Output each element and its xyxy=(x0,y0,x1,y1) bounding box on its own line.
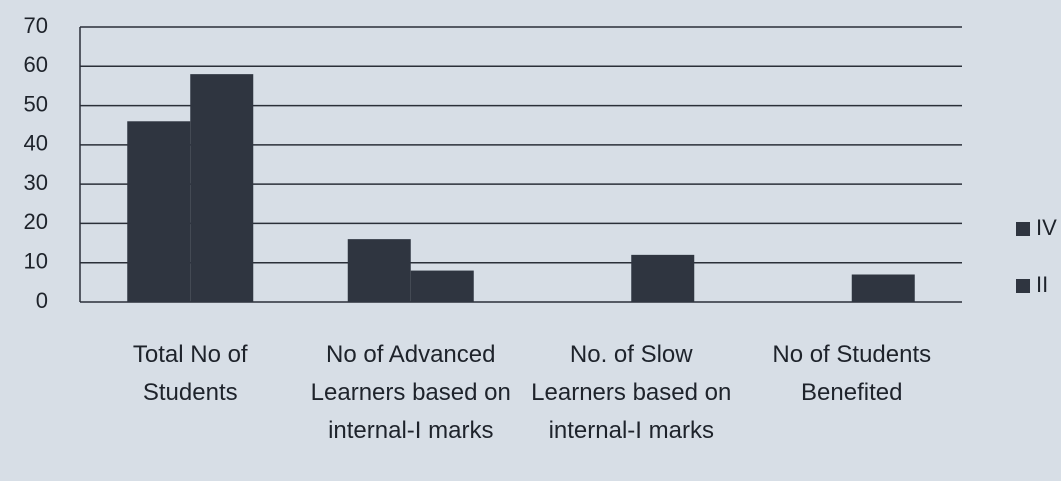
y-tick-label: 70 xyxy=(24,13,48,38)
y-tick-label: 40 xyxy=(24,131,48,156)
bar xyxy=(851,274,915,302)
y-tick-label: 0 xyxy=(36,288,48,313)
x-tick-label: No of Students Benefited xyxy=(772,341,932,406)
bar xyxy=(190,74,254,303)
legend-label: II xyxy=(1036,272,1048,297)
bar xyxy=(347,239,411,302)
x-tick-label: Total No of Students xyxy=(132,341,248,406)
y-tick-label: 20 xyxy=(24,209,48,234)
y-tick-label: 50 xyxy=(24,91,48,116)
legend-swatch xyxy=(1016,222,1030,236)
y-tick-label: 10 xyxy=(24,249,48,274)
bar xyxy=(410,270,474,302)
y-tick-label: 60 xyxy=(24,52,48,77)
bar xyxy=(631,254,695,302)
x-tick-label: No. of Slow Learners based on internal-I… xyxy=(531,341,732,444)
bar xyxy=(127,121,191,303)
y-tick-label: 30 xyxy=(24,170,48,195)
x-tick-label: No of Advanced Learners based on interna… xyxy=(310,341,511,444)
legend-swatch xyxy=(1016,279,1030,293)
legend-label: IV xyxy=(1036,215,1057,240)
